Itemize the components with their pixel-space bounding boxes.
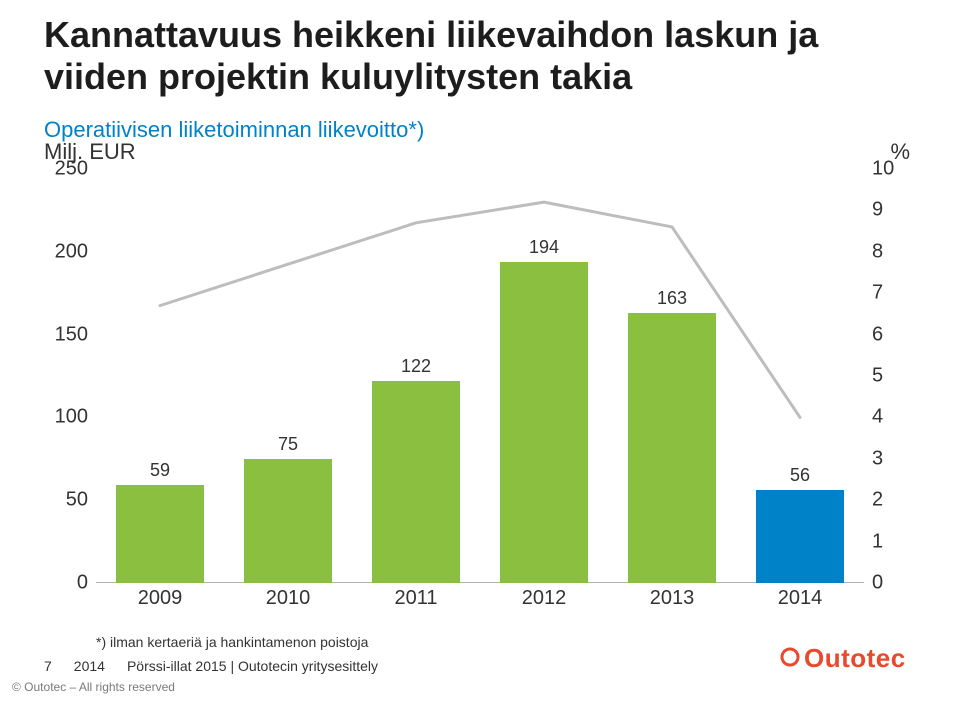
page-number: 7 [44, 658, 52, 674]
y-right-tick: 1 [872, 530, 883, 553]
title-line1: Kannattavuus heikkeni liikevaihdon lasku… [44, 14, 818, 55]
x-axis-label: 2012 [480, 587, 608, 610]
logo: Outotec [780, 643, 930, 682]
line-layer [96, 169, 864, 583]
y-right-tick: 4 [872, 406, 883, 429]
y-left-tick: 100 [55, 406, 88, 429]
y-right-tick: 3 [872, 447, 883, 470]
chart-footnote: *) ilman kertaeriä ja hankintamenon pois… [96, 634, 368, 650]
y-right-tick: 5 [872, 364, 883, 387]
x-axis-label: 2009 [96, 587, 224, 610]
footer-year: 2014 [74, 658, 105, 674]
y-right-tick: 10 [872, 157, 894, 180]
y-right-tick: 6 [872, 323, 883, 346]
y-left-tick: 150 [55, 323, 88, 346]
plot-area: 050100150200250 012345678910 59200975201… [96, 169, 864, 583]
y-left-tick: 200 [55, 240, 88, 263]
y-left-tick: 0 [77, 571, 88, 594]
logo-svg: Outotec [780, 643, 930, 677]
logo-circle-icon [782, 649, 798, 665]
y-right-tick: 7 [872, 282, 883, 305]
y-left-tick: 50 [66, 489, 88, 512]
slide: Kannattavuus heikkeni liikevaihdon lasku… [0, 0, 960, 704]
logo-text: Outotec [804, 643, 906, 673]
chart: Milj. EUR % 050100150200250 012345678910… [50, 169, 900, 609]
y-right-tick: 2 [872, 489, 883, 512]
y-right-tick: 0 [872, 571, 883, 594]
footer-doc: Pörssi-illat 2015 | Outotecin yritysesit… [127, 658, 378, 674]
y-right-tick: 8 [872, 240, 883, 263]
title-line2: viiden projektin kuluylitysten takia [44, 56, 632, 97]
y-left-tick: 250 [55, 157, 88, 180]
footer-rights: © Outotec – All rights reserved [12, 680, 175, 694]
footer-center: 7 2014 Pörssi-illat 2015 | Outotecin yri… [44, 658, 378, 674]
slide-subtitle: Operatiivisen liiketoiminnan liikevoitto… [44, 117, 916, 143]
x-axis-label: 2013 [608, 587, 736, 610]
x-axis-label: 2011 [352, 587, 480, 610]
x-axis-label: 2014 [736, 587, 864, 610]
slide-title: Kannattavuus heikkeni liikevaihdon lasku… [44, 14, 916, 99]
x-axis-label: 2010 [224, 587, 352, 610]
trend-line [160, 202, 800, 417]
y-right-tick: 9 [872, 199, 883, 222]
